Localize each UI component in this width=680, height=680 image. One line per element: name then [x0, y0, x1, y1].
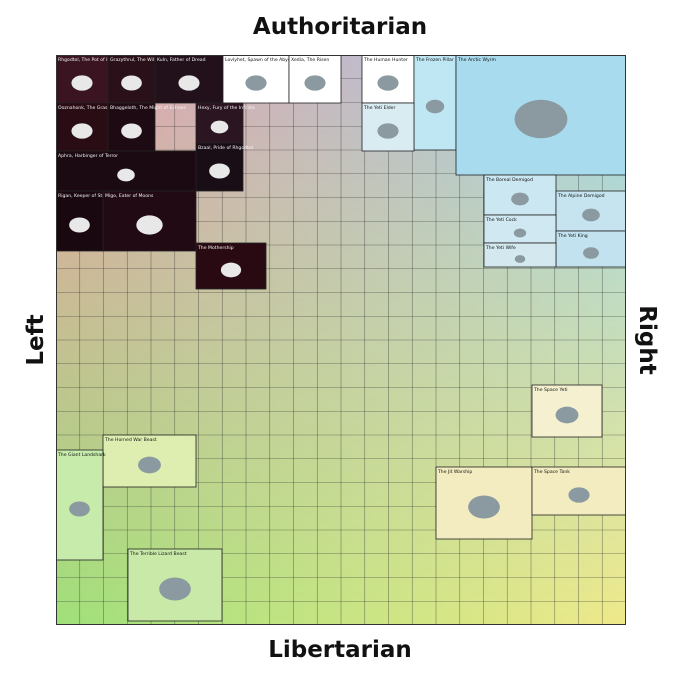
featured-panel-migo-eater-of-moons: Migo, Eater of Moons	[102, 190, 197, 252]
creature-illustration-icon	[121, 123, 142, 139]
compass-border	[56, 55, 626, 625]
featured-entry-label: The Mothership	[197, 245, 234, 251]
featured-entry-label: Grazythrul, The Will of the Cosmos	[110, 57, 190, 63]
featured-panel-rigan-keeper-of-stars: Rigan, Keeper of Stars	[56, 190, 110, 252]
featured-entry-label: The Boreal Demigod	[485, 177, 533, 183]
featured-entry-label: Ooznahonk, The Grasp of the Deep	[58, 105, 139, 111]
creature-illustration-icon	[178, 75, 200, 91]
featured-entry-label: Rhgodtol, The Pot of Hell	[58, 57, 115, 63]
creature-illustration-icon	[514, 99, 568, 139]
creature-illustration-icon	[425, 99, 445, 114]
creature-illustration-icon	[138, 456, 161, 474]
featured-entry-label: The Human Hunter	[363, 57, 408, 63]
featured-panel-grazythrul-the-will-of-the-cosmos: Grazythrul, The Will of the Cosmos	[107, 55, 190, 104]
featured-panel-the-human-hunter: The Human Hunter	[361, 55, 415, 104]
creature-illustration-icon	[582, 208, 600, 222]
featured-panel-bzaal-pride-of-rhgodtol: Bzaal, Pride of Rhgodtol	[195, 142, 253, 192]
creature-illustration-icon	[159, 577, 191, 601]
creature-illustration-icon	[468, 495, 500, 519]
featured-panel-the-yeti-wife: The Yeti Wife	[483, 242, 557, 268]
creature-illustration-icon	[136, 215, 163, 235]
featured-entry-label: Lovlyhet, Spawn of the Abyss	[225, 57, 293, 63]
featured-panel-the-yeti-king: The Yeti King	[555, 230, 626, 268]
featured-panel-background	[483, 242, 557, 268]
creature-illustration-icon	[514, 255, 526, 263]
featured-panel-rhgodtol-the-pot-of-hell: Rhgodtol, The Pot of Hell	[56, 55, 115, 104]
creature-illustration-icon	[511, 192, 529, 206]
axis-label-left: Left	[23, 314, 49, 366]
creature-illustration-icon	[220, 262, 242, 278]
featured-entry-label: The Jit Warship	[437, 469, 472, 475]
creature-illustration-icon	[583, 247, 599, 259]
featured-entry-label: The Arctic Wyrm	[457, 57, 497, 63]
creature-illustration-icon	[71, 123, 93, 139]
creature-illustration-icon	[568, 487, 590, 503]
creature-illustration-icon	[209, 163, 230, 179]
axis-label-authoritarian: Authoritarian	[252, 14, 428, 40]
featured-panel-the-space-tank: The Space Tank	[531, 466, 626, 516]
featured-panel-lovlyhet-spawn-of-the-abyss: Lovlyhet, Spawn of the Abyss	[222, 55, 293, 104]
featured-entry-label: The Space Yeti	[533, 387, 568, 393]
featured-panel-aphra-harbinger-of-terror: Aphra, Harbinger of Terror	[56, 150, 197, 192]
axis-label-right: Right	[634, 305, 660, 375]
featured-entry-label: Bzaal, Pride of Rhgodtol	[198, 145, 253, 151]
featured-entry-label: Migo, Eater of Moons	[105, 193, 154, 199]
featured-entry-label: The Giant Landshark	[57, 452, 106, 458]
featured-entry-label: Rigan, Keeper of Stars	[58, 193, 110, 199]
creature-illustration-icon	[245, 75, 267, 91]
creature-illustration-icon	[210, 120, 229, 134]
featured-entry-label: The Yeti King	[557, 233, 588, 239]
creature-illustration-icon	[513, 228, 527, 238]
creature-illustration-icon	[377, 75, 399, 91]
creature-illustration-icon	[121, 75, 142, 91]
featured-panel-bhaggeloth-the-might-of-echoes: Bhaggeloth, The Might of Echoes	[107, 102, 186, 152]
creature-illustration-icon	[117, 168, 135, 182]
featured-panel-the-yeti-cock: The Yeti Cock	[483, 214, 557, 244]
creature-illustration-icon	[69, 217, 90, 233]
featured-panel-the-jit-warship: The Jit Warship	[435, 466, 533, 540]
featured-panel-the-yeti-elder: The Yeti Elder	[361, 102, 415, 152]
featured-entry-label: Hexy, Fury of the Infinite	[198, 105, 255, 111]
creature-illustration-icon	[555, 406, 579, 424]
featured-panel-kuln-father-of-dread: Kuln, Father of Dread	[154, 55, 224, 104]
creature-illustration-icon	[71, 75, 93, 91]
featured-entry-label: Aphra, Harbinger of Terror	[58, 153, 118, 159]
creature-illustration-icon	[69, 501, 90, 517]
featured-panel-xedia-the-risen: Xedia, The Risen	[288, 55, 342, 104]
political-compass-chart: Rhgodtol, The Pot of Hell Grazythrul, The…	[56, 55, 626, 625]
featured-entry-label: The Yeti Cock	[485, 217, 517, 223]
axis-label-libertarian: Libertarian	[268, 637, 412, 663]
featured-entry-label: Kuln, Father of Dread	[157, 57, 206, 63]
featured-panel-the-terrible-lizard-beast: The Terrible Lizard Beast	[127, 548, 223, 622]
featured-panel-hexy-fury-of-the-infinite: Hexy, Fury of the Infinite	[195, 102, 255, 144]
featured-panel-the-boreal-demigod: The Boreal Demigod	[483, 174, 557, 216]
featured-panel-the-frozen-pillar: The Frozen Pillar	[413, 55, 457, 151]
featured-entry-label: The Alpine Demigod	[557, 193, 605, 199]
featured-panel-the-horned-war-beast: The Horned War Beast	[102, 434, 197, 488]
featured-entry-label: The Space Tank	[533, 469, 570, 475]
featured-entry-label: The Horned War Beast	[104, 437, 157, 443]
featured-entry-label: Xedia, The Risen	[291, 57, 329, 63]
featured-entry-label: The Yeti Elder	[363, 105, 395, 111]
featured-entry-label: Bhaggeloth, The Might of Echoes	[110, 105, 186, 111]
creature-illustration-icon	[377, 123, 399, 139]
featured-panel-the-arctic-wyrm: The Arctic Wyrm	[455, 55, 626, 176]
creature-illustration-icon	[304, 75, 326, 91]
featured-entry-label: The Frozen Pillar	[415, 57, 454, 63]
featured-entry-label: The Yeti Wife	[485, 245, 516, 251]
featured-entry-label: The Terrible Lizard Beast	[129, 551, 187, 557]
featured-panel-the-alpine-demigod: The Alpine Demigod	[555, 190, 626, 232]
featured-panel-the-mothership: The Mothership	[195, 242, 267, 290]
featured-panel-the-giant-landshark: The Giant Landshark	[56, 449, 106, 561]
featured-panel-the-space-yeti: The Space Yeti	[531, 384, 603, 438]
